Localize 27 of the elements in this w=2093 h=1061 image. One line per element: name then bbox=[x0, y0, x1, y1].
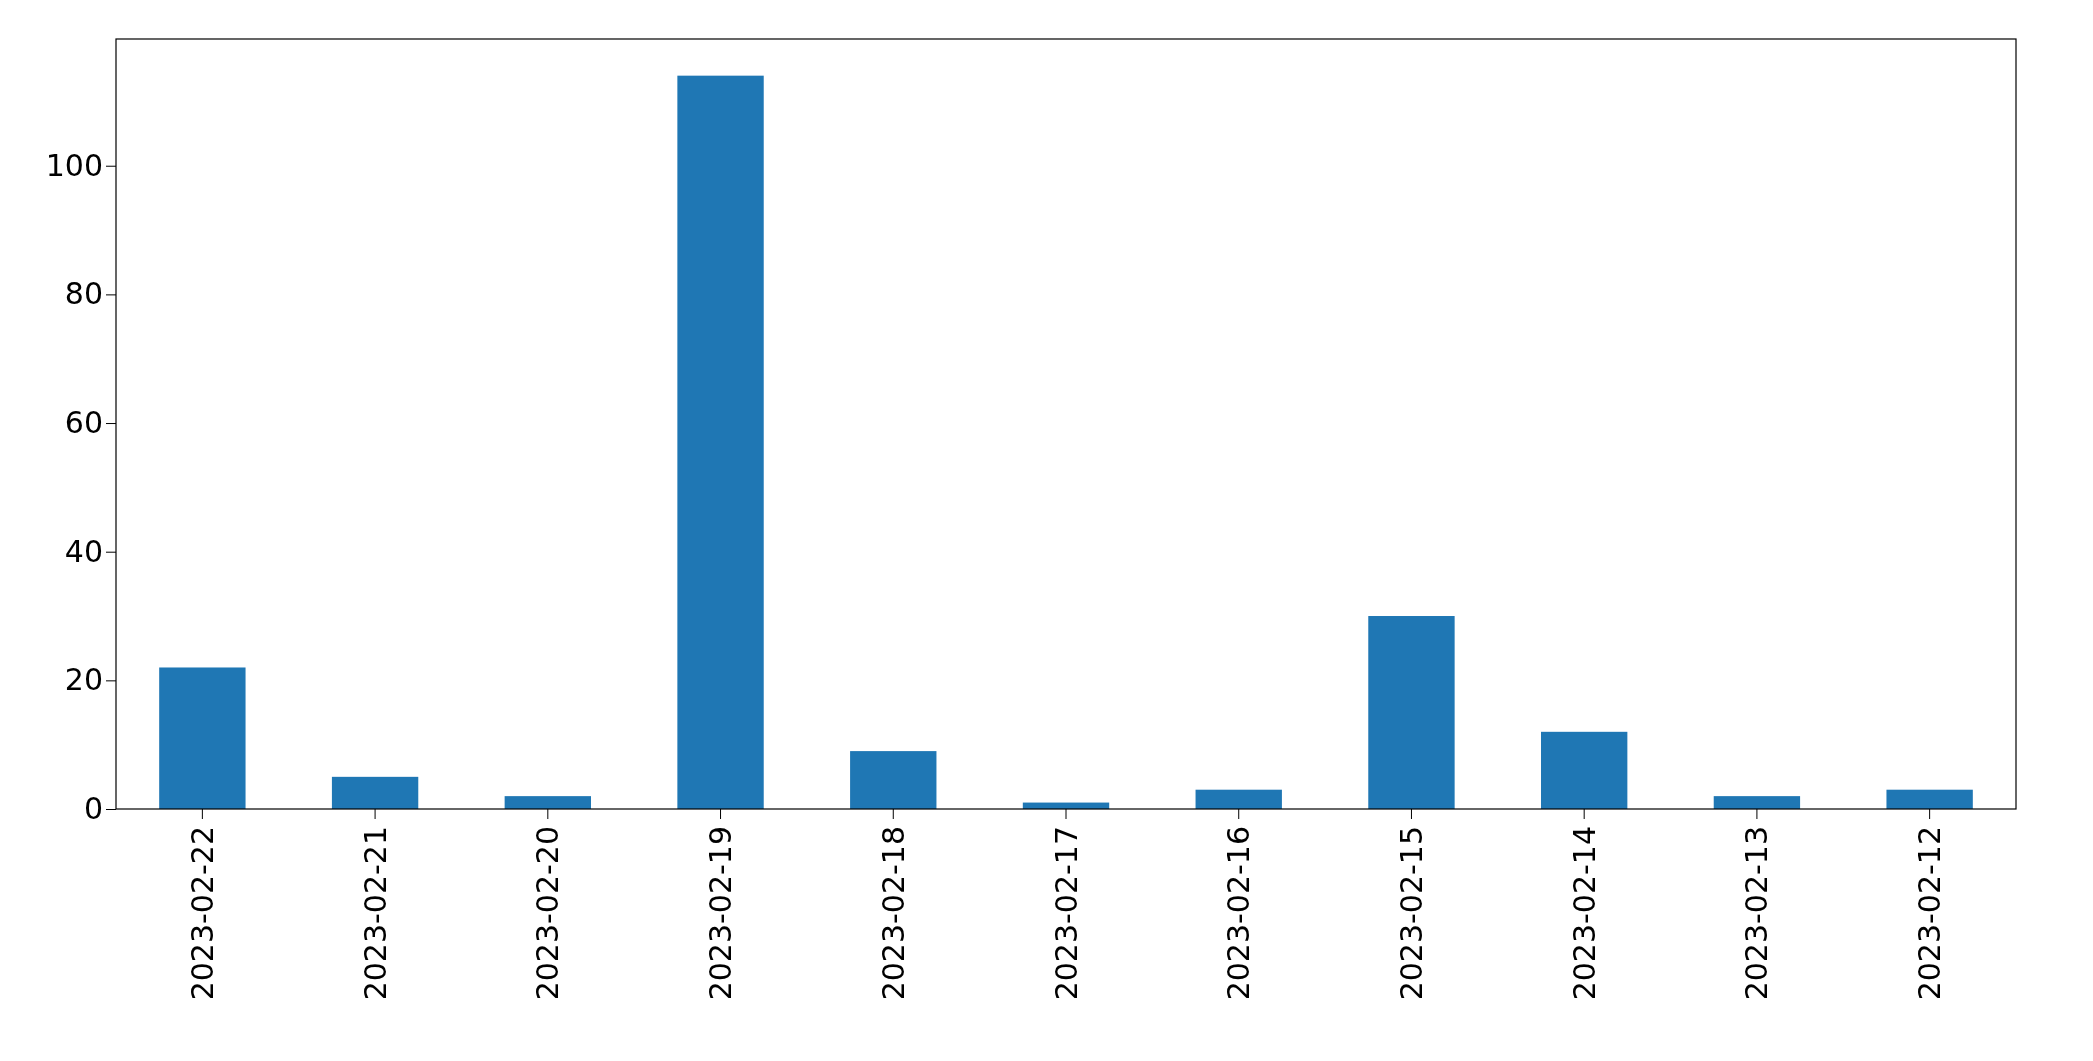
y-tick-label: 60 bbox=[64, 405, 103, 441]
x-tick-label: 2023-02-19 bbox=[703, 826, 739, 1001]
x-tick-label: 2023-02-14 bbox=[1566, 826, 1602, 1001]
bar bbox=[1541, 731, 1628, 809]
bar bbox=[1886, 789, 1973, 809]
x-tick-label: 2023-02-17 bbox=[1048, 826, 1084, 1001]
bar bbox=[1368, 616, 1455, 809]
x-tick-label: 2023-02-20 bbox=[530, 826, 566, 1001]
y-tick-label: 40 bbox=[64, 533, 103, 569]
y-tick-label: 100 bbox=[45, 147, 103, 183]
bar bbox=[850, 751, 937, 809]
y-tick-label: 0 bbox=[83, 791, 103, 827]
x-tick-label: 2023-02-12 bbox=[1912, 826, 1948, 1001]
bar bbox=[331, 776, 419, 809]
x-tick-label: 2023-02-21 bbox=[357, 826, 393, 1001]
bar bbox=[1713, 796, 1801, 809]
y-tick-label: 80 bbox=[64, 276, 103, 312]
bar bbox=[504, 796, 591, 809]
x-tick-label: 2023-02-15 bbox=[1393, 826, 1429, 1001]
x-tick-label: 2023-02-16 bbox=[1221, 826, 1257, 1001]
bar bbox=[1195, 789, 1282, 809]
x-tick-label: 2023-02-13 bbox=[1739, 826, 1775, 1001]
x-tick-label: 2023-02-18 bbox=[875, 826, 911, 1001]
bar bbox=[159, 667, 246, 809]
bar bbox=[677, 75, 764, 809]
x-tick-label: 2023-02-22 bbox=[184, 826, 220, 1001]
y-tick-label: 20 bbox=[64, 662, 103, 698]
